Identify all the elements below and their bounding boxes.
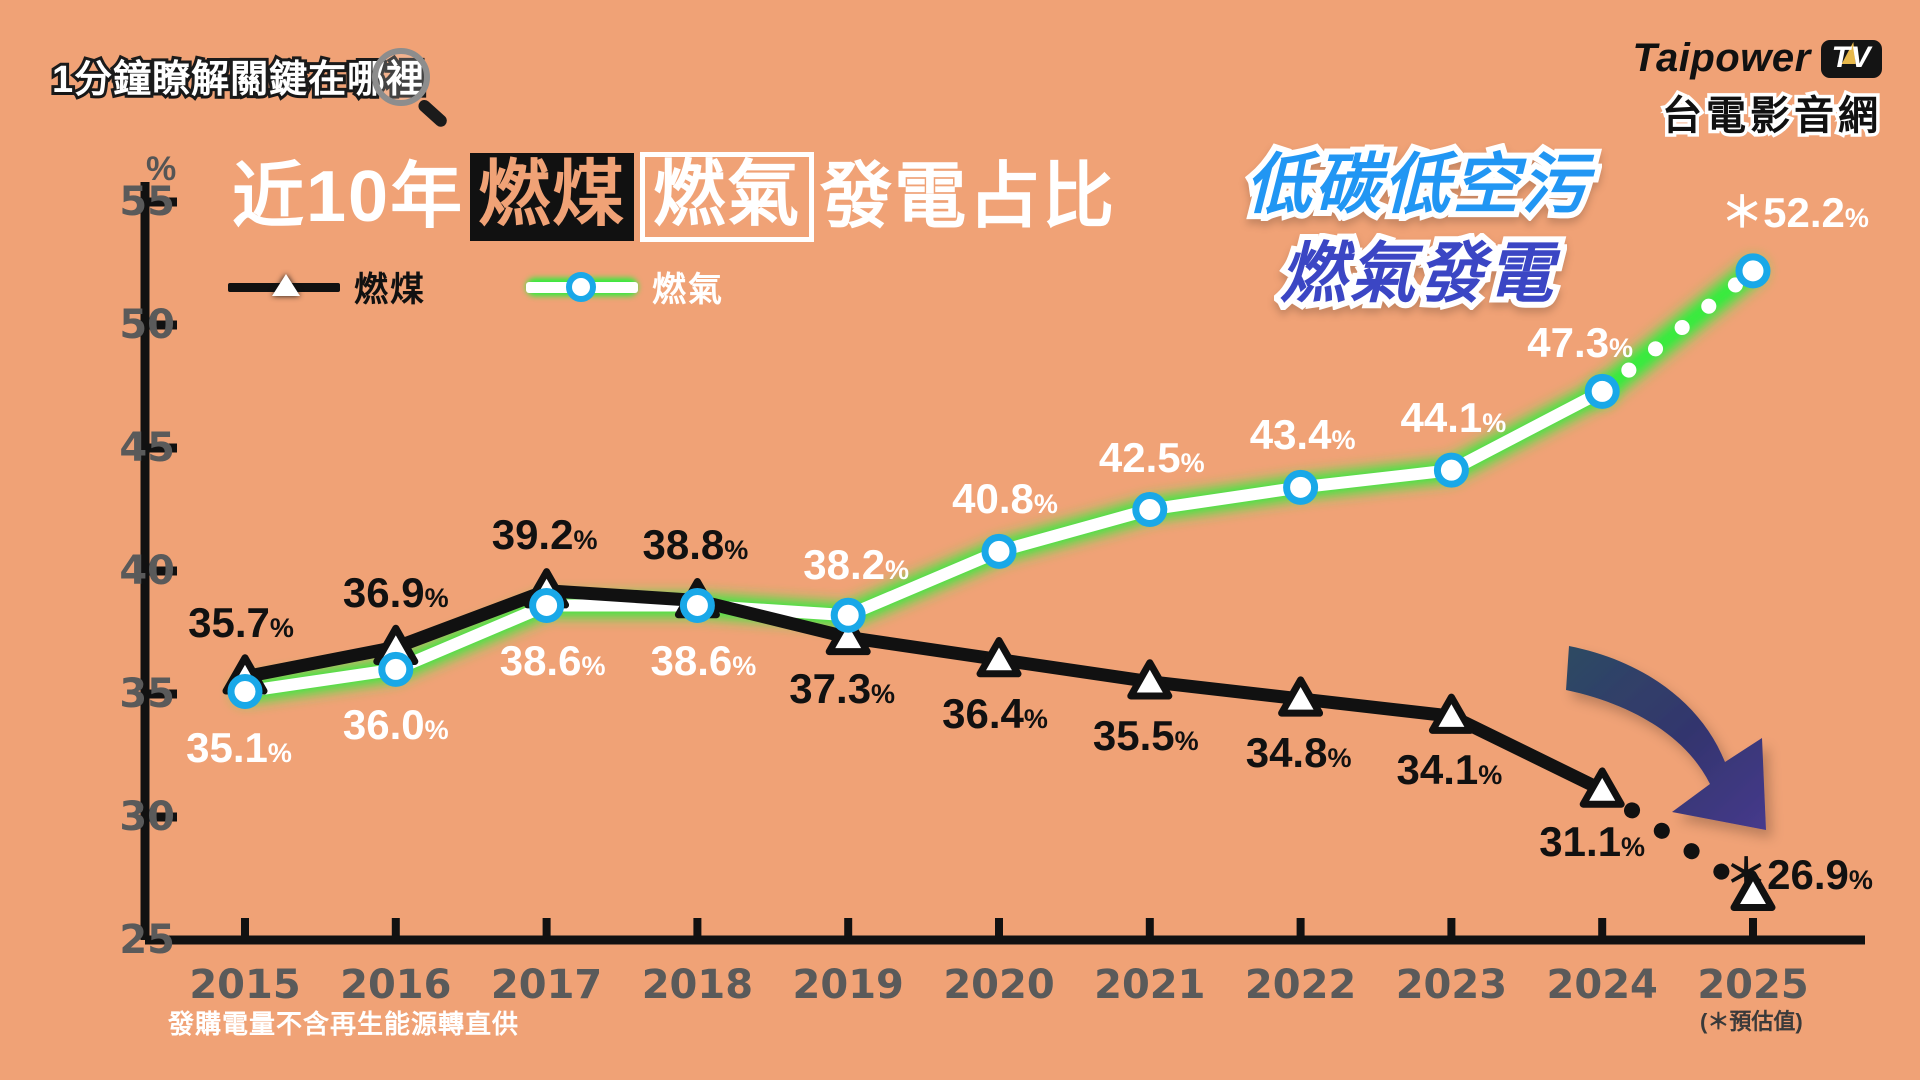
gas-data-label: 40.8%: [952, 475, 1058, 523]
title-suffix: 發電占比: [820, 157, 1117, 237]
x-axis-tick: 2022: [1244, 962, 1357, 1008]
gas-data-label: 44.1%: [1400, 394, 1507, 442]
coal-data-label: 39.2%: [491, 510, 598, 558]
gas-data-label: 47.3%: [1527, 319, 1634, 367]
estimate-note: (＊預估值): [1700, 1009, 1803, 1034]
coal-data-label: 34.1%: [1396, 746, 1503, 794]
magnifier-icon: [372, 48, 450, 130]
gas-data-point: [1283, 469, 1319, 505]
gas-data-point: [529, 587, 565, 623]
y-axis-tick: 25: [119, 917, 175, 963]
coal-data-point: [1278, 676, 1324, 717]
chart-legend: 燃煤 燃氣: [228, 262, 724, 311]
title-badge-gas: 燃氣: [640, 152, 815, 242]
title-badge-coal: 燃煤: [470, 153, 635, 241]
x-axis-tick: 2015: [189, 962, 301, 1008]
gas-data-point: [1584, 373, 1620, 409]
brand-chinese: 台電影音網: [1658, 91, 1882, 142]
tv-badge: TV: [1820, 39, 1882, 78]
coal-data-label: 34.8%: [1245, 728, 1352, 776]
gas-data-label: 36.0%: [342, 701, 449, 749]
legend-item-gas: 燃氣: [526, 262, 724, 311]
gas-data-label: 38.2%: [803, 541, 910, 589]
brand-logo: Taipower TV 台電影音網: [1632, 36, 1882, 142]
gas-data-point: [981, 533, 1017, 569]
x-axis-tick: 2016: [340, 962, 452, 1008]
coal-data-label: 31.1%: [1539, 817, 1646, 865]
gas-data-point: [679, 587, 715, 623]
kicker-text: 1分鐘瞭解關鍵在哪裡: [49, 56, 427, 104]
y-axis-tick: 40: [119, 548, 175, 594]
coal-data-point: [1579, 767, 1625, 808]
x-axis-tick: 2019: [792, 962, 904, 1008]
x-axis-tick: 2017: [490, 962, 603, 1008]
y-axis-tick: 45: [119, 425, 175, 471]
coal-data-point: [825, 614, 871, 656]
gas-data-point: [1132, 492, 1168, 527]
legend-label-coal: 燃煤: [354, 271, 426, 309]
headline-line-2: 燃氣發電: [1274, 230, 1559, 316]
gas-data-point: [1735, 253, 1771, 289]
x-axis-tick: 2023: [1395, 962, 1508, 1008]
y-axis-tick: 50: [119, 302, 175, 348]
coal-data-point: [1730, 870, 1776, 912]
coal-data-point: [976, 637, 1022, 678]
coal-data-point: [1127, 659, 1173, 700]
brand-name: Taipower: [1632, 36, 1811, 80]
coal-data-label: 36.4%: [942, 689, 1048, 737]
gas-data-point: [1433, 452, 1469, 488]
gas-data-point: [830, 597, 866, 633]
legend-label-gas: 燃氣: [652, 271, 724, 309]
gas-data-label: 42.5%: [1098, 433, 1205, 481]
headline-callout: 低碳低空污 燃氣發電: [1198, 140, 1638, 318]
x-axis-tick: 2021: [1094, 962, 1206, 1008]
title-prefix: 近10年: [232, 157, 465, 237]
coal-data-point: [1428, 693, 1474, 734]
coal-data-label: 35.5%: [1092, 711, 1199, 759]
gas-data-point: [227, 674, 263, 710]
coal-data-label: 36.9%: [342, 569, 449, 617]
y-axis-unit: %: [146, 150, 177, 188]
x-axis-tick: 2024: [1546, 962, 1658, 1008]
triangle-marker-icon: [228, 273, 340, 300]
down-arrow-annotation: [1566, 646, 1766, 830]
legend-item-coal: 燃煤: [228, 262, 426, 311]
coal-data-label: ＊26.9%: [1725, 851, 1873, 899]
gas-data-label: ＊52.2%: [1721, 188, 1869, 236]
coal-data-label: 38.8%: [642, 520, 749, 568]
gas-data-label: 35.1%: [186, 723, 292, 771]
gas-data-label: 38.6%: [499, 637, 606, 685]
x-axis-tick: 2018: [641, 962, 754, 1008]
gas-data-point: [378, 651, 414, 687]
y-axis-tick: 35: [119, 671, 175, 717]
x-axis-tick: 2020: [943, 962, 1055, 1008]
y-axis-tick: 30: [119, 794, 175, 840]
coal-data-label: 35.7%: [188, 598, 294, 646]
page-title: 近10年 燃煤 燃氣 發電占比: [232, 152, 1116, 242]
footnote-text: 發購電量不含再生能源轉直供: [168, 1009, 520, 1039]
circle-marker-icon: [526, 271, 638, 302]
gas-data-label: 38.6%: [650, 637, 757, 685]
gas-data-label: 43.4%: [1249, 411, 1356, 459]
coal-data-label: 37.3%: [789, 665, 896, 713]
y-axis-tick: 55: [119, 179, 175, 225]
headline-line-1: 低碳低空污: [1240, 141, 1594, 227]
x-axis-tick: 2025: [1697, 962, 1809, 1008]
